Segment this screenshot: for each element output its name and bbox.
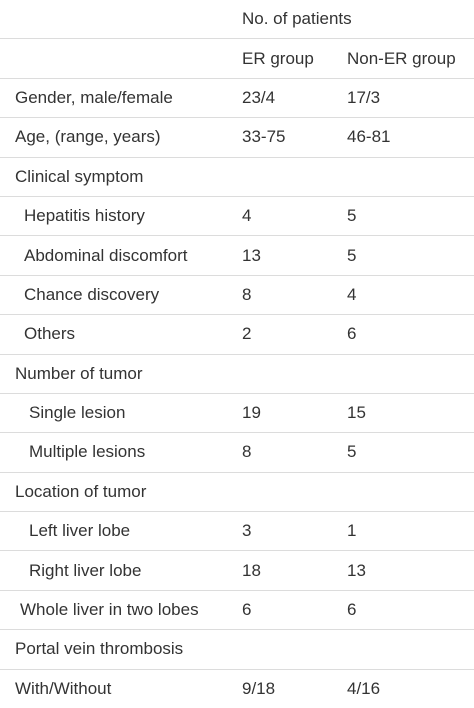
section-row: Clinical symptom [0, 157, 474, 197]
row-non-er-value [337, 157, 474, 197]
row-non-er-value: 6 [337, 314, 474, 355]
row-non-er-value: 5 [337, 196, 474, 237]
row-label: Others [0, 314, 232, 355]
row-non-er-value: 1 [337, 511, 474, 552]
row-er-value: 13 [232, 235, 337, 276]
row-non-er-value: 13 [337, 550, 474, 591]
table-row: Others 2 6 [0, 314, 474, 355]
row-er-value: 3 [232, 511, 337, 552]
section-label: Location of tumor [0, 472, 232, 513]
row-er-value: 18 [232, 550, 337, 591]
section-label: Portal vein thrombosis [0, 629, 232, 670]
header-row-columns: ER group Non-ER group [0, 38, 474, 79]
table-row: Abdominal discomfort 13 5 [0, 235, 474, 276]
header-group-title: No. of patients [232, 0, 474, 40]
row-er-value: 4 [232, 196, 337, 237]
row-er-value [232, 157, 337, 197]
row-er-value: 19 [232, 393, 337, 434]
table-row: Multiple lesions 8 5 [0, 432, 474, 473]
row-er-value: 9/18 [242, 678, 276, 698]
row-non-er-value: 5 [337, 432, 474, 473]
table-row: Single lesion 19 15 [0, 393, 474, 434]
row-non-er-value: 46-81 [337, 117, 474, 158]
row-label: Right liver lobe [0, 550, 232, 591]
row-label: With/Without [15, 678, 112, 698]
row-label: Age, (range, years) [0, 117, 232, 158]
section-row: Location of tumor [0, 472, 474, 513]
table-row: Chance discovery 8 4 [0, 275, 474, 316]
row-non-er-value: 4/16 [347, 678, 381, 698]
table-row: With/Without 9/18 4/16 [0, 669, 474, 708]
row-non-er-value: 15 [337, 393, 474, 434]
row-non-er-value: 6 [337, 590, 474, 631]
row-non-er-value: 5 [337, 235, 474, 276]
table-row: Whole liver in two lobes 6 6 [0, 590, 474, 631]
row-er-value [232, 354, 337, 394]
row-label: Multiple lesions [0, 432, 232, 473]
row-non-er-value [337, 629, 474, 670]
header-empty-cell [0, 0, 232, 40]
section-label: Number of tumor [0, 354, 232, 394]
row-label: Gender, male/female [0, 78, 232, 119]
header-row-group: No. of patients [0, 0, 474, 40]
row-er-value: 6 [232, 590, 337, 631]
row-non-er-value [337, 354, 474, 394]
row-label: Left liver lobe [0, 511, 232, 552]
row-er-value: 8 [232, 275, 337, 316]
row-label: Hepatitis history [0, 196, 232, 237]
row-er-value [232, 629, 337, 670]
table-row: Gender, male/female 23/4 17/3 [0, 78, 474, 119]
section-row: Portal vein thrombosis [0, 629, 474, 670]
section-row: Number of tumor [0, 354, 474, 394]
section-label: Clinical symptom [0, 157, 232, 197]
row-label: Abdominal discomfort [0, 235, 232, 276]
row-non-er-value: 4 [337, 275, 474, 316]
row-er-value: 23/4 [232, 78, 337, 119]
row-non-er-value [337, 472, 474, 513]
row-er-value: 33-75 [232, 117, 337, 158]
row-er-value: 8 [232, 432, 337, 473]
row-label: Single lesion [0, 393, 232, 434]
header-col-er: ER group [232, 38, 337, 79]
row-er-value: 2 [232, 314, 337, 355]
row-label: Whole liver in two lobes [0, 590, 232, 631]
table-row: Left liver lobe 3 1 [0, 511, 474, 552]
table-row: Hepatitis history 4 5 [0, 196, 474, 237]
header-col-non-er: Non-ER group [337, 38, 474, 79]
table-row: Right liver lobe 18 13 [0, 550, 474, 591]
header-empty-cell [0, 38, 232, 79]
row-er-value [232, 472, 337, 513]
row-non-er-value: 17/3 [337, 78, 474, 119]
table-row: Age, (range, years) 33-75 46-81 [0, 117, 474, 158]
row-label: Chance discovery [0, 275, 232, 316]
